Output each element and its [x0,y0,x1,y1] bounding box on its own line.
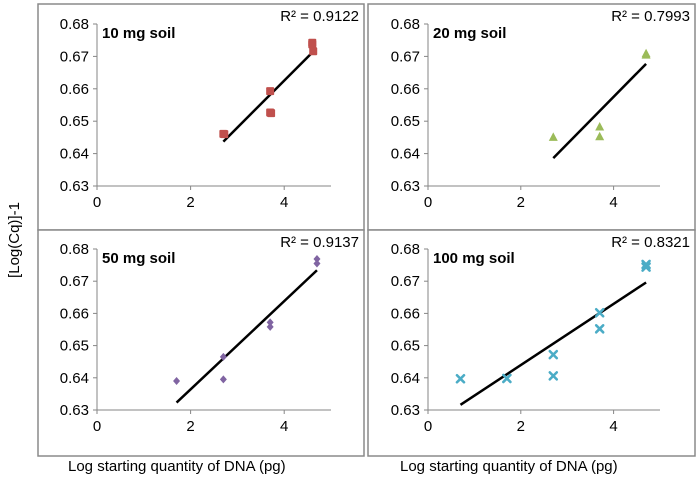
chart-panel-2: 0.63 0.64 0.65 0.66 0.67 0.68 0 2 4 20 mg soil R² … [367,3,696,231]
data-point [219,352,227,361]
data-point [548,371,559,381]
y-tick-label: 0.68 [391,16,420,33]
panel-frame [367,229,696,457]
x-tick-label: 2 [517,194,525,211]
y-tick-label: 0.67 [60,273,89,290]
x-tick-label: 0 [93,418,101,435]
r-squared-label: R² = 0.7993 [611,8,690,25]
data-point [594,307,605,318]
data-point [641,50,651,59]
panel-title: 20 mg soil [433,25,506,42]
chart-panel-4: 0.63 0.64 0.65 0.66 0.67 0.68 0 2 4 100 mg soil R²… [367,229,696,457]
x-tick-label: 0 [424,194,432,211]
data-point [595,131,605,141]
data-point [641,262,651,272]
data-point [548,132,558,141]
y-tick-label: 0.65 [391,338,420,355]
y-axis-label: [Log(Cq)]-1 [6,202,23,278]
y-tick-label: 0.66 [391,81,420,98]
y-tick-label: 0.67 [391,273,420,290]
trendline [175,269,318,404]
y-tick-label: 0.67 [391,48,420,65]
y-tick-label: 0.63 [60,402,89,419]
data-point [313,259,321,268]
y-tick-label: 0.63 [60,178,89,195]
x-axis-label-right: Log starting quantity of DNA (pg) [400,458,618,475]
trendline [222,51,314,143]
panel-title: 10 mg soil [102,25,175,42]
x-tick-label: 0 [424,418,432,435]
r-squared-label: R² = 0.9137 [280,234,359,251]
y-tick-label: 0.64 [60,370,89,387]
data-point [548,349,559,360]
chart-panel-1: 0.63 0.64 0.65 0.66 0.67 0.68 0 2 4 10 mg soil R² … [37,3,365,231]
data-point [220,130,229,139]
data-point [309,47,318,56]
y-tick-label: 0.64 [391,146,420,163]
x-tick-label: 4 [280,418,288,435]
y-tick-label: 0.68 [391,241,420,258]
data-point [219,375,227,384]
trendline [552,62,647,160]
y-axis-label-wrapper: [Log(Cq)]-1 [6,202,26,278]
y-tick-label: 0.63 [391,178,420,195]
panel-frame [367,3,696,231]
data-point [267,109,276,118]
data-point [641,259,651,270]
trendline [459,281,647,406]
x-tick-label: 2 [517,418,525,435]
data-point [308,40,317,49]
x-tick-label: 0 [93,194,101,211]
data-point [266,87,275,96]
data-point [595,122,605,131]
x-tick-label: 2 [186,194,194,211]
x-tick-label: 2 [186,418,194,435]
r-squared-label: R² = 0.9122 [280,8,359,25]
data-point [173,377,181,386]
data-point [313,254,321,263]
y-tick-label: 0.65 [391,113,420,130]
data-point [266,322,274,331]
x-tick-label: 4 [609,418,617,435]
y-tick-label: 0.65 [60,113,89,130]
data-point [594,324,605,334]
y-tick-label: 0.67 [60,48,89,65]
data-point [502,373,512,384]
y-tick-label: 0.63 [391,402,420,419]
r-squared-label: R² = 0.8321 [611,234,690,251]
x-tick-label: 4 [609,194,617,211]
data-point [455,373,466,384]
y-tick-label: 0.64 [60,146,89,163]
x-tick-label: 4 [280,194,288,211]
y-tick-label: 0.66 [60,81,89,98]
y-tick-label: 0.68 [60,16,89,33]
panel-title: 100 mg soil [433,250,515,267]
x-axis-label-left: Log starting quantity of DNA (pg) [68,458,286,475]
panel-title: 50 mg soil [102,250,175,267]
data-point [266,318,274,327]
chart-panel-3: 0.63 0.64 0.65 0.66 0.67 0.68 0 2 4 50 mg soil R² … [37,229,365,457]
y-tick-label: 0.66 [60,305,89,322]
panel-frame [37,229,365,457]
y-tick-label: 0.66 [391,305,420,322]
y-tick-label: 0.65 [60,338,89,355]
y-tick-label: 0.68 [60,241,89,258]
y-tick-label: 0.64 [391,370,420,387]
